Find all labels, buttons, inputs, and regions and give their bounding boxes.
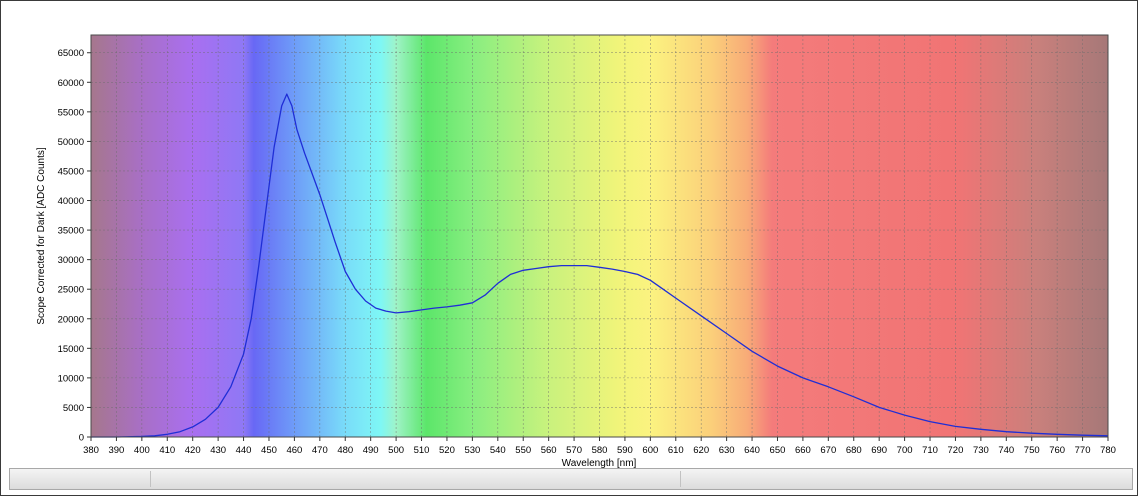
x-tick-label: 390 [108, 445, 124, 456]
y-tick-label: 15000 [58, 344, 84, 355]
x-tick-label: 590 [617, 445, 633, 456]
x-tick-label: 680 [846, 445, 862, 456]
y-axis-title: Scope Corrected for Dark [ADC Counts] [36, 147, 47, 325]
y-tick-label: 60000 [58, 78, 84, 89]
x-tick-label: 520 [439, 445, 455, 456]
x-tick-label: 460 [286, 445, 302, 456]
y-tick-label: 30000 [58, 255, 84, 266]
x-tick-label: 570 [566, 445, 582, 456]
x-tick-label: 540 [490, 445, 506, 456]
x-tick-label: 470 [312, 445, 328, 456]
x-tick-label: 670 [820, 445, 836, 456]
status-bar-segment [150, 471, 681, 487]
y-tick-label: 35000 [58, 226, 84, 237]
x-tick-label: 750 [1024, 445, 1040, 456]
x-tick-label: 730 [973, 445, 989, 456]
y-tick-label: 20000 [58, 314, 84, 325]
x-tick-label: 620 [693, 445, 709, 456]
x-axis: 380 390 400 410 420 430 440 450 460 470 480 490 500 5… [83, 437, 1116, 456]
chart: 0 5000 10000 15000 20000 25000 30000 35000 40000… [36, 34, 1116, 469]
y-tick-label: 25000 [58, 285, 84, 296]
y-tick-label: 55000 [58, 107, 84, 118]
x-tick-label: 700 [897, 445, 913, 456]
status-bar-segment [10, 471, 151, 487]
x-tick-label: 580 [592, 445, 608, 456]
x-tick-label: 510 [414, 445, 430, 456]
x-tick-label: 550 [515, 445, 531, 456]
x-tick-label: 610 [668, 445, 684, 456]
x-tick-label: 380 [83, 445, 99, 456]
series-line-1 [91, 93, 1109, 438]
x-tick-label: 450 [261, 445, 277, 456]
x-tick-label: 410 [159, 445, 175, 456]
x-tick-label: 440 [236, 445, 252, 456]
x-tick-label: 480 [337, 445, 353, 456]
x-tick-label: 400 [134, 445, 150, 456]
x-tick-label: 640 [744, 445, 760, 456]
status-bar [9, 468, 1133, 490]
x-tick-label: 770 [1075, 445, 1091, 456]
x-axis-title: Wavelength [nm] [562, 458, 637, 469]
x-tick-label: 660 [795, 445, 811, 456]
x-tick-label: 530 [464, 445, 480, 456]
x-tick-label: 740 [998, 445, 1014, 456]
y-tick-label: 50000 [58, 137, 84, 148]
x-tick-label: 420 [185, 445, 201, 456]
x-tick-label: 500 [388, 445, 404, 456]
y-tick-label: 10000 [58, 373, 84, 384]
y-axis: 0 5000 10000 15000 20000 25000 30000 35000 40000… [58, 48, 91, 444]
x-tick-label: 760 [1049, 445, 1065, 456]
y-tick-label: 40000 [58, 196, 84, 207]
x-tick-label: 600 [642, 445, 658, 456]
x-tick-label: 650 [770, 445, 786, 456]
x-tick-label: 560 [541, 445, 557, 456]
y-tick-label: 0 [79, 433, 84, 444]
x-tick-label: 690 [871, 445, 887, 456]
x-tick-label: 720 [948, 445, 964, 456]
x-tick-label: 430 [210, 445, 226, 456]
x-tick-label: 490 [363, 445, 379, 456]
y-tick-label: 65000 [58, 48, 84, 59]
x-tick-label: 780 [1100, 445, 1116, 456]
x-tick-label: 630 [719, 445, 735, 456]
y-tick-label: 45000 [58, 166, 84, 177]
series-layer [91, 93, 1109, 438]
y-tick-label: 5000 [63, 403, 84, 414]
gridlines [91, 35, 1108, 437]
x-tick-label: 710 [922, 445, 938, 456]
